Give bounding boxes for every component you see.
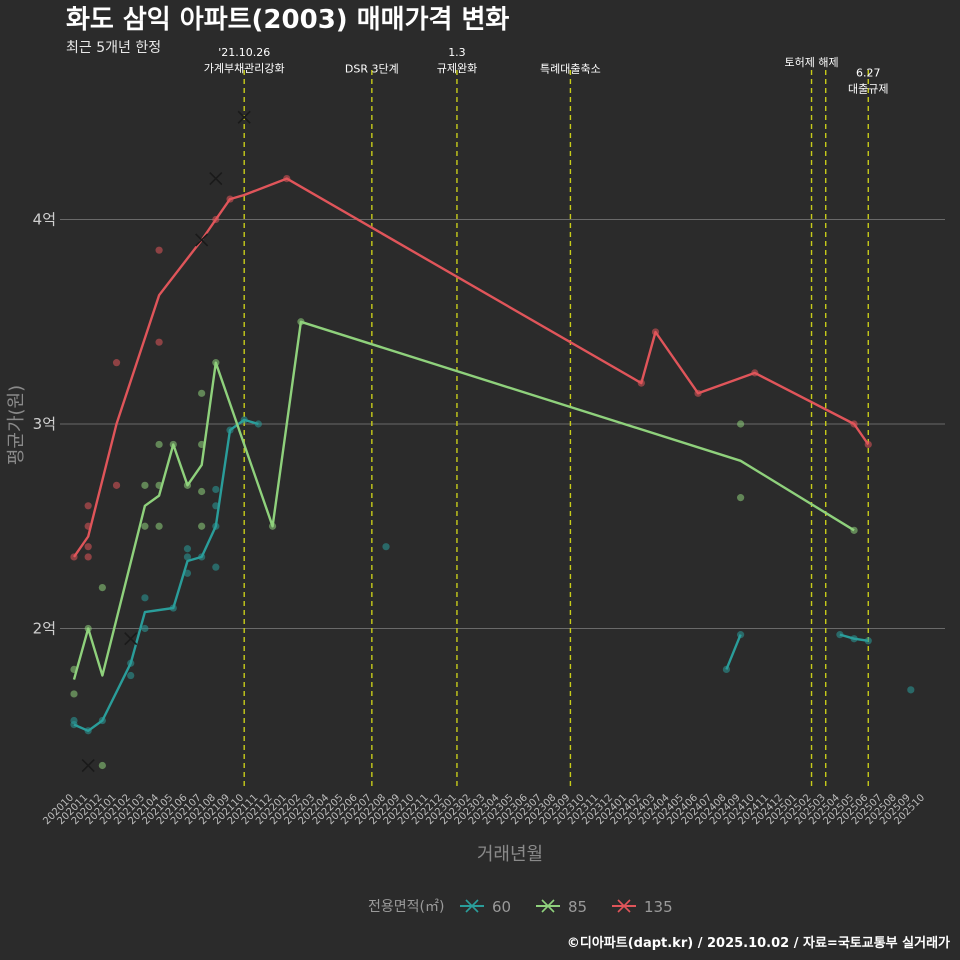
legend: 전용면적(㎡) 60 85 135 [368, 898, 673, 916]
point-85-5 [141, 481, 149, 489]
y-axis-title: 평균가(원) [6, 385, 27, 465]
point-60-16 [212, 485, 220, 494]
y-tick-label-2: 4억 [33, 211, 56, 229]
point-60-4 [127, 671, 135, 680]
event-label-6-1: 대출규제 [848, 82, 888, 95]
point-85-20 [737, 494, 745, 502]
point-135-7 [155, 246, 163, 254]
point-85-14 [198, 487, 206, 496]
point-85-3 [98, 584, 106, 592]
legend-marker-85 [541, 899, 555, 913]
point-60-13 [212, 563, 220, 571]
point-135-2 [84, 543, 92, 551]
point-135-4 [84, 502, 92, 510]
legend-marker-135 [617, 899, 631, 913]
cross-marker-135-1 [209, 172, 223, 186]
event-label-4-0: 토허제 해제 [784, 55, 838, 69]
point-85-1 [70, 690, 78, 698]
point-85-7 [155, 522, 163, 530]
cross-marker-60-0 [124, 632, 138, 646]
event-lines: '21.10.26 가계부채관리강화 DSR 3단계 1.3 규제완화 특례대출축소 토허제… [204, 46, 889, 790]
series-line-85-line [72, 320, 855, 680]
point-60-10 [183, 553, 192, 561]
event-label-3-0: 특례대출축소 [540, 62, 601, 75]
point-85-4 [98, 761, 106, 770]
point-60-9 [183, 569, 192, 577]
series-layer [70, 110, 915, 773]
point-85-15 [198, 522, 206, 530]
point-135-1 [84, 553, 92, 561]
point-85-6 [141, 522, 149, 530]
series-line-60-line2 [725, 634, 742, 670]
event-label-0-0: '21.10.26 [218, 46, 270, 59]
y-axis-ticks: 2억 3억 4억 [33, 211, 56, 638]
event-label-0-1: 가계부채관리강화 [204, 62, 285, 75]
point-60-26 [907, 686, 915, 694]
legend-label-85: 85 [568, 898, 587, 916]
point-135-5 [112, 359, 121, 367]
point-60-1 [70, 716, 78, 725]
series-line-60-line [73, 418, 259, 732]
point-60-11 [183, 545, 192, 553]
point-85-12 [198, 389, 206, 397]
cross-marker-135-0 [195, 233, 209, 247]
legend-title: 전용면적(㎡) [368, 899, 444, 915]
point-60-7 [141, 594, 149, 602]
series-line-60-line3 [839, 633, 869, 642]
point-135-6 [112, 481, 121, 489]
legend-marker-60 [465, 899, 479, 913]
legend-label-60: 60 [492, 898, 511, 916]
point-135-8 [155, 338, 163, 346]
point-60-20 [382, 543, 390, 551]
y-tick-label-1: 3억 [33, 415, 56, 433]
chart-subtitle: 최근 5개년 한정 [66, 40, 161, 56]
series-line-135-line [73, 177, 870, 558]
event-label-1-0: DSR 3단계 [345, 62, 399, 75]
event-label-2-0: 1.3 [448, 46, 466, 59]
x-axis-ticks: 2020102020112020122021012021022021032021… [41, 792, 927, 827]
chart-title: 화도 삼익 아파트(2003) 매매가격 변화 [66, 5, 509, 35]
event-label-6-0: 6.27 [856, 66, 881, 79]
y-tick-label-0: 2억 [33, 620, 56, 638]
cross-marker-85-0 [81, 758, 95, 773]
legend-label-135: 135 [644, 898, 673, 916]
event-label-2-1: 규제완화 [437, 62, 477, 75]
x-axis-title: 거래년월 [477, 844, 543, 865]
point-85-19 [737, 420, 745, 428]
chart-caption: ©디아파트(dapt.kr) / 2025.10.02 / 자료=국토교통부 실… [567, 935, 950, 951]
cross-marker-135-2 [237, 110, 251, 124]
point-60-6 [141, 624, 149, 633]
point-85-8 [155, 440, 163, 449]
